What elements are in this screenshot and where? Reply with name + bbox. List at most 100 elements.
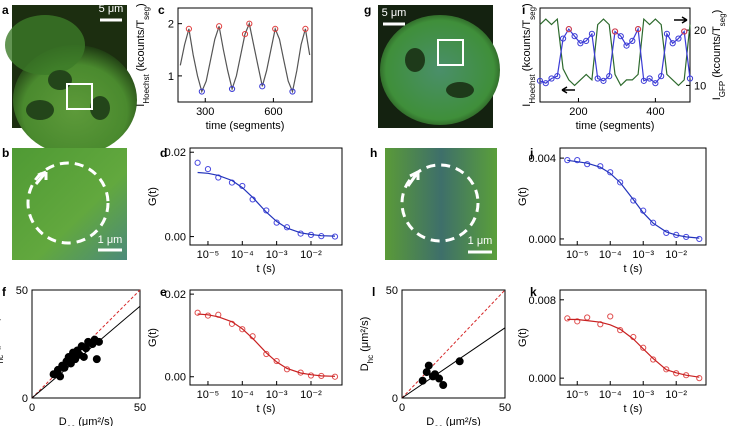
axis-label-part: Hoechst	[528, 74, 537, 104]
x-tick-label: 400	[646, 106, 664, 118]
data-point	[652, 80, 659, 87]
axis-label-part: ec	[67, 423, 75, 426]
axis-label-part: seg	[718, 13, 727, 26]
x-tick-label: 10⁻³	[632, 249, 654, 261]
data-point	[272, 25, 279, 32]
data-point	[424, 361, 433, 370]
y-tick-label: 0.00	[165, 372, 186, 384]
series-line	[539, 17, 691, 87]
axis-label-part: (kcounts/T	[711, 26, 723, 81]
scale-bar-label: 5 μm	[382, 7, 407, 19]
axis-label: t (s)	[257, 263, 276, 275]
data-point	[611, 28, 619, 35]
series-line	[539, 26, 691, 85]
data-point	[629, 37, 636, 45]
data-point	[577, 40, 584, 47]
y-tick-label: 0.000	[528, 234, 556, 246]
axis-label-part: D	[59, 416, 67, 426]
panel-label: h	[370, 146, 377, 160]
data-point	[571, 33, 578, 40]
data-point	[607, 313, 614, 320]
axis-label-part: G(t)	[517, 328, 529, 347]
data-point	[302, 25, 309, 32]
axis-label-part: (μm²/s)	[0, 317, 1, 355]
y-tick-label: 50	[16, 285, 28, 297]
data-point	[94, 337, 103, 346]
fit-line	[401, 289, 506, 399]
plot-frame	[31, 289, 141, 399]
axis-label-part: D	[0, 363, 1, 371]
axis-label: Dec (μm²/s)	[59, 416, 114, 426]
scale-bar-label: 1 μm	[98, 234, 123, 246]
x-tick-label: 10⁻⁵	[566, 249, 589, 261]
series-line	[197, 313, 336, 377]
x-tick-label: 10⁻³	[266, 249, 288, 261]
y-tick-label: 0.004	[528, 153, 556, 165]
x-tick-label: 10⁻⁵	[566, 389, 589, 401]
axis-label-part: (kcounts/T	[135, 20, 147, 75]
axis-label: Dhc (μm²/s)	[0, 317, 5, 372]
image-h	[385, 148, 497, 260]
y-tick-label: 0.02	[165, 147, 186, 159]
data-point	[617, 33, 624, 40]
data-point	[696, 375, 703, 382]
data-point	[241, 31, 249, 38]
data-point	[198, 88, 205, 95]
axis-label-part: D	[359, 363, 371, 371]
axis-label-part: )	[135, 3, 147, 7]
data-point	[574, 157, 581, 164]
axis-label: t (s)	[257, 403, 276, 415]
y-tick-label: 1	[168, 71, 174, 83]
axis-label-part: t (s)	[257, 263, 276, 275]
panel-label: b	[2, 146, 9, 160]
panel-label: f	[2, 285, 7, 299]
plot-frame	[559, 289, 707, 386]
data-point	[79, 352, 88, 361]
data-point	[650, 356, 657, 363]
plot-frame	[177, 7, 313, 103]
axis-label-part: I	[711, 97, 723, 100]
data-point	[289, 88, 296, 95]
data-point	[56, 372, 65, 381]
x-tick-label: 10⁻⁴	[231, 389, 254, 401]
data-point	[439, 381, 448, 390]
axis-label-part: (μm²/s)	[359, 317, 371, 355]
data-point	[60, 363, 69, 372]
data-point	[259, 83, 266, 90]
data-point	[228, 85, 236, 93]
data-point	[617, 327, 624, 334]
data-point	[82, 344, 90, 353]
data-point	[623, 42, 630, 49]
axis-label: time (segments)	[576, 120, 655, 132]
data-point	[686, 75, 694, 82]
x-tick-label: 10⁻⁴	[599, 389, 622, 401]
y-tick-label: 0.008	[528, 295, 556, 307]
axis-arrow	[561, 86, 575, 94]
x-tick-label: 10⁻⁵	[197, 249, 220, 261]
x-tick-label: 50	[499, 402, 511, 414]
axis-label: IHoechst (kcounts/Tseg)	[135, 3, 151, 106]
axis-label: G(t)	[147, 328, 159, 347]
panel-label: i	[522, 3, 525, 17]
x-tick-label: 10⁻³	[632, 389, 654, 401]
data-point	[574, 318, 581, 325]
axis-label-part: GFP	[718, 81, 727, 97]
scale-bar-label: 5 μm	[99, 3, 124, 15]
axis-label-part: I	[521, 104, 533, 107]
data-point	[263, 350, 270, 358]
data-point	[675, 35, 682, 42]
x-tick-label: 10⁻²	[665, 249, 687, 261]
data-point	[194, 309, 201, 316]
data-point	[185, 25, 193, 32]
axis-label-part: hc	[0, 355, 5, 363]
x-tick-label: 50	[134, 402, 146, 414]
panel-label: a	[2, 3, 9, 17]
panel-label: l	[372, 285, 375, 299]
panel-label: c	[158, 3, 165, 17]
data-point	[422, 368, 431, 377]
axis-label: G(t)	[517, 187, 529, 206]
data-point	[606, 73, 613, 80]
data-point	[630, 197, 637, 204]
panel-label: k	[530, 285, 537, 299]
x-tick-label: 200	[569, 106, 587, 118]
